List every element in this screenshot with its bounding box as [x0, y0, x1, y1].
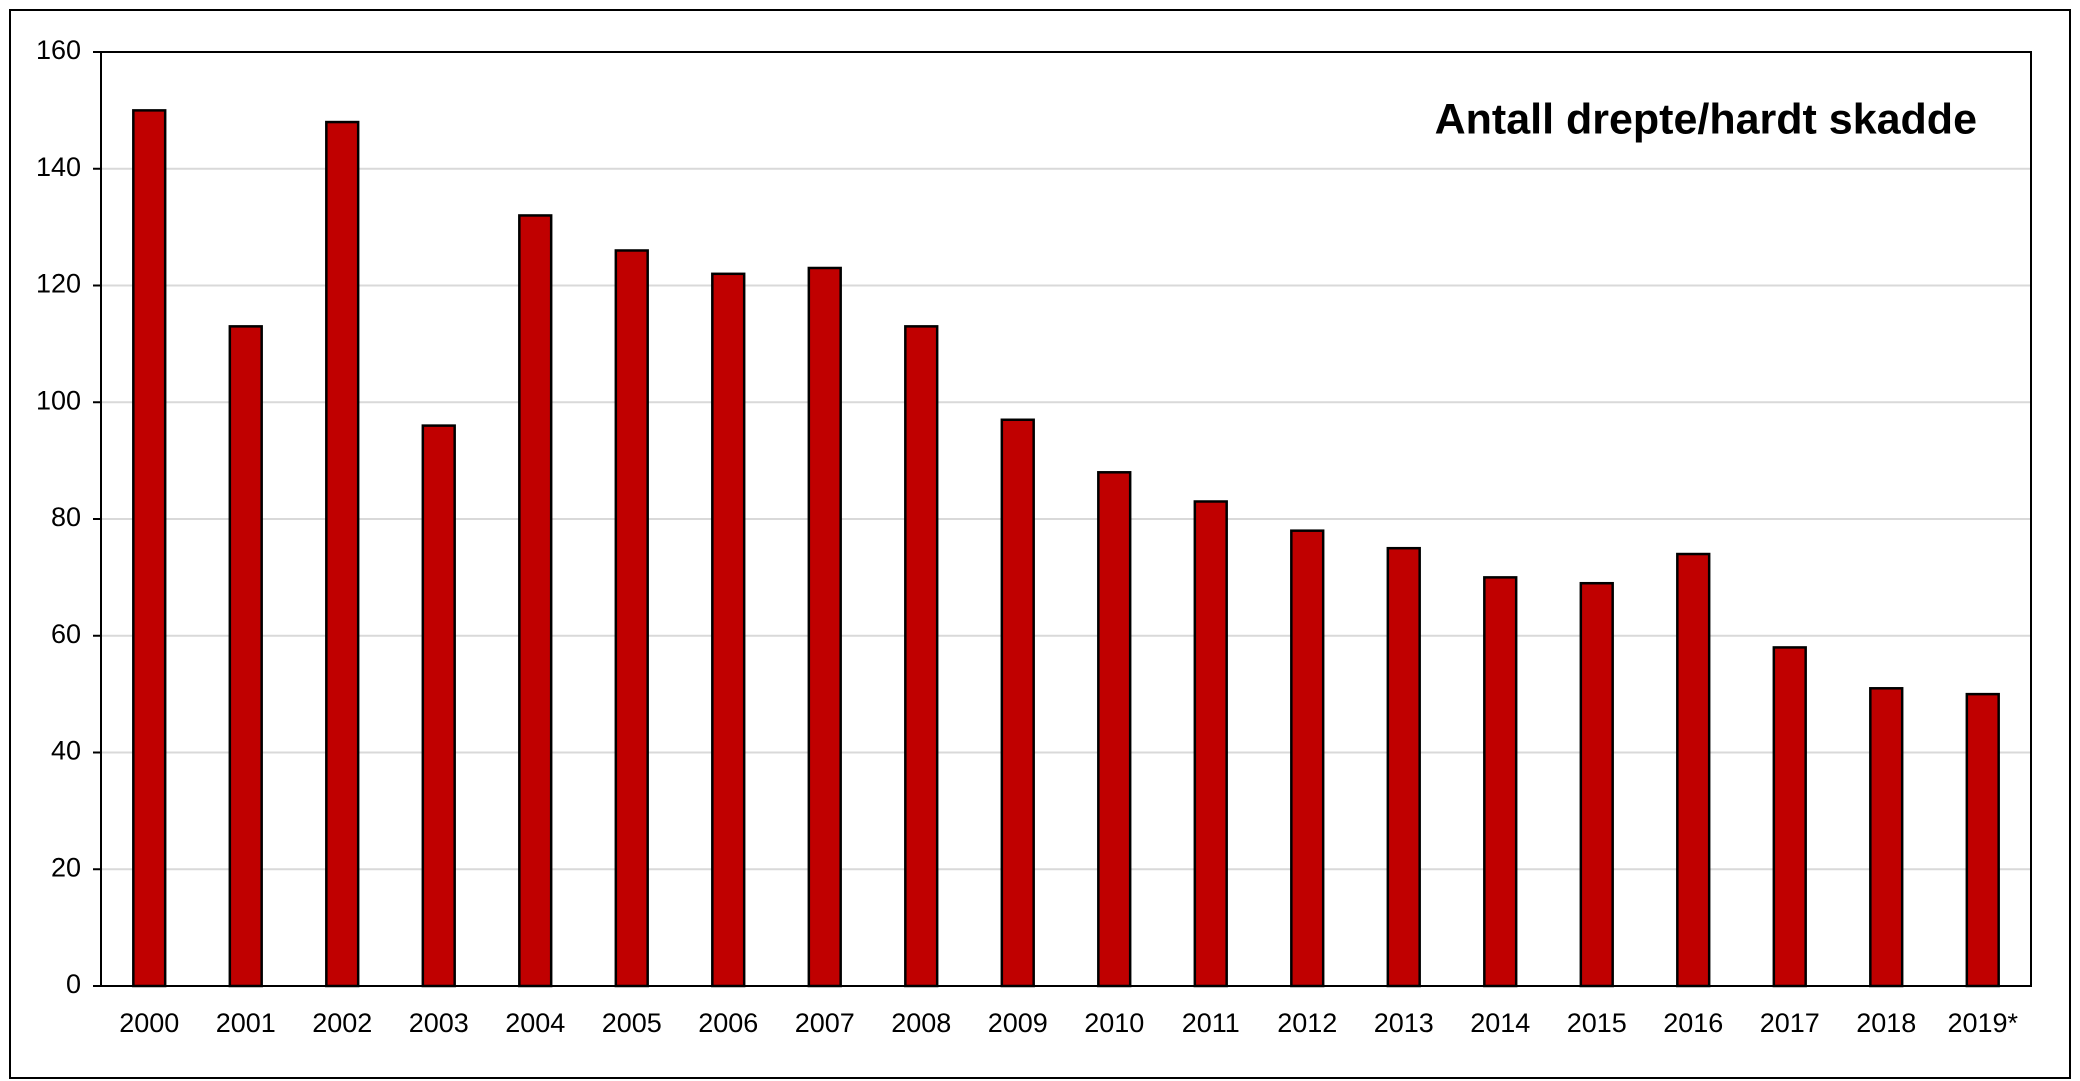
- chart-border: [9, 9, 2071, 1079]
- bar: [132, 109, 167, 988]
- x-tick-label: 2006: [698, 1008, 758, 1038]
- x-tick-label: 2000: [119, 1008, 179, 1038]
- bar: [1097, 471, 1132, 988]
- bar: [421, 424, 456, 988]
- bar: [1869, 687, 1904, 988]
- bar: [1193, 500, 1228, 988]
- y-tick-label: 60: [51, 619, 81, 649]
- x-tick-label: 2004: [505, 1008, 565, 1038]
- x-tick-label: 2011: [1182, 1008, 1240, 1038]
- bar: [904, 325, 939, 988]
- bar: [807, 266, 842, 988]
- chart-title: Antall drepte/hardt skadde: [1435, 95, 1977, 143]
- bar: [1772, 646, 1807, 988]
- bar: [1676, 552, 1711, 988]
- y-tick-label: 120: [36, 269, 81, 299]
- bar: [325, 120, 360, 988]
- bar: [518, 214, 553, 988]
- y-tick-label: 140: [36, 152, 81, 182]
- bar: [711, 272, 746, 988]
- x-tick-label: 2008: [891, 1008, 951, 1038]
- bar: [1483, 576, 1518, 988]
- bar: [1290, 529, 1325, 988]
- bar: [1386, 546, 1421, 988]
- bars: [132, 109, 2000, 988]
- x-tick-label: 2015: [1567, 1008, 1627, 1038]
- x-tick-label: 2010: [1084, 1008, 1144, 1038]
- x-tick-label: 2018: [1856, 1008, 1916, 1038]
- x-tick-label: 2013: [1374, 1008, 1434, 1038]
- x-tick-label: 2017: [1760, 1008, 1820, 1038]
- x-tick-label: 2002: [312, 1008, 372, 1038]
- plot-border: [100, 51, 2032, 987]
- y-tick-label: 40: [51, 736, 81, 766]
- y-tick-label: 0: [66, 969, 81, 999]
- y-tick-label: 160: [36, 35, 81, 65]
- x-tick-label: 2005: [602, 1008, 662, 1038]
- bar: [614, 249, 649, 988]
- x-tick-label: 2007: [795, 1008, 855, 1038]
- bar: [1965, 692, 2000, 988]
- bar: [1000, 418, 1035, 988]
- x-tick-label: 2009: [988, 1008, 1048, 1038]
- y-tick-label: 80: [51, 502, 81, 532]
- x-tick-label: 2016: [1663, 1008, 1723, 1038]
- bar: [1579, 581, 1614, 988]
- x-tick-label: 2001: [216, 1008, 276, 1038]
- y-tick-label: 100: [36, 385, 81, 415]
- x-tick-label: 2019*: [1947, 1008, 2018, 1038]
- x-tick-label: 2014: [1470, 1008, 1530, 1038]
- x-tick-label: 2012: [1277, 1008, 1337, 1038]
- y-tick-label: 20: [51, 852, 81, 882]
- bar: [228, 325, 263, 988]
- x-tick-label: 2003: [409, 1008, 469, 1038]
